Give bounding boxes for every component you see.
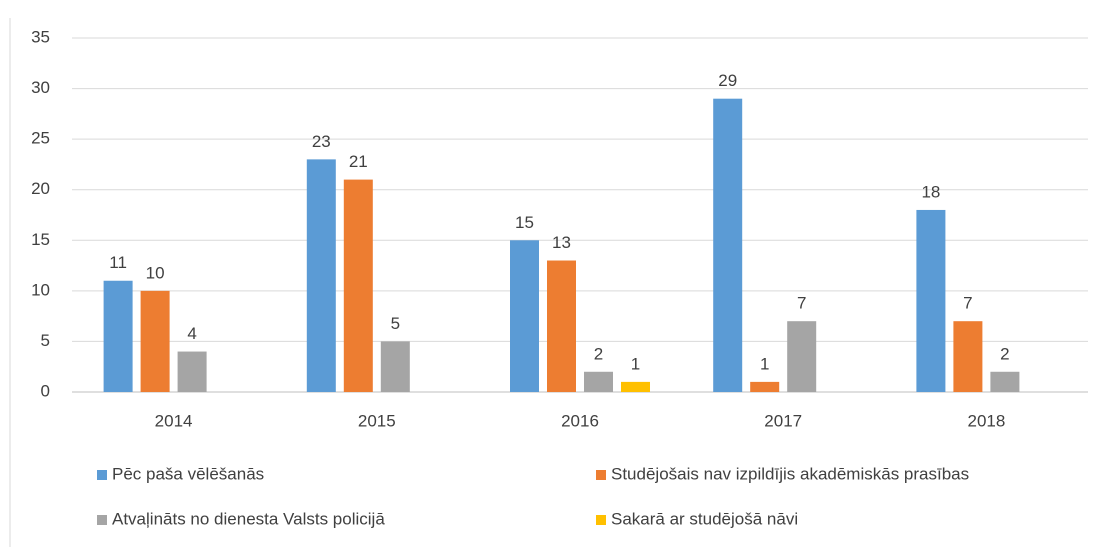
x-tick-label: 2017 [764, 411, 802, 430]
bar [713, 98, 743, 392]
data-label: 4 [187, 324, 196, 343]
bar [621, 381, 650, 392]
y-tick-label: 20 [31, 179, 50, 198]
bar [750, 381, 780, 392]
y-tick-label: 25 [31, 129, 50, 148]
data-label: 7 [797, 294, 806, 313]
data-label: 11 [109, 253, 127, 272]
bar [103, 280, 133, 392]
y-tick-label: 35 [31, 27, 50, 46]
data-label: 1 [760, 354, 769, 373]
y-tick-label: 0 [41, 381, 50, 400]
data-label: 18 [921, 182, 940, 201]
bar [916, 209, 946, 392]
bar [306, 159, 336, 392]
bar [787, 321, 817, 392]
data-label: 2 [594, 344, 603, 363]
data-label: 2 [1000, 344, 1009, 363]
data-label: 13 [552, 233, 571, 252]
bar [177, 351, 207, 392]
legend-swatch [97, 515, 107, 525]
legend-label: Pēc paša vēlēšanās [112, 464, 264, 483]
bar [953, 321, 983, 392]
data-label: 1 [631, 354, 640, 373]
x-tick-label: 2015 [358, 411, 396, 430]
x-tick-label: 2018 [967, 411, 1005, 430]
data-label: 21 [349, 152, 368, 171]
bar [140, 290, 170, 392]
bar [584, 371, 613, 392]
data-label: 7 [963, 294, 972, 313]
y-tick-label: 15 [31, 230, 50, 249]
bar [510, 240, 539, 392]
bar [547, 260, 576, 392]
y-tick-label: 10 [31, 280, 50, 299]
bar [990, 371, 1020, 392]
data-label: 23 [312, 132, 331, 151]
data-label: 15 [515, 213, 534, 232]
bar [343, 179, 373, 392]
legend-swatch [596, 515, 606, 525]
bar [380, 341, 410, 392]
legend-label: Studējošais nav izpildījis akadēmiskās p… [611, 464, 969, 483]
legend-label: Sakarā ar studējošā nāvi [611, 509, 798, 528]
legend-swatch [596, 470, 606, 480]
x-tick-label: 2014 [155, 411, 193, 430]
x-tick-label: 2016 [561, 411, 599, 430]
data-label: 10 [146, 263, 165, 282]
legend-swatch [97, 470, 107, 480]
y-tick-label: 5 [41, 331, 50, 350]
data-label: 29 [718, 71, 737, 90]
y-tick-label: 30 [31, 78, 50, 97]
legend-label: Atvaļināts no dienesta Valsts policijā [112, 509, 385, 528]
data-label: 5 [391, 314, 400, 333]
